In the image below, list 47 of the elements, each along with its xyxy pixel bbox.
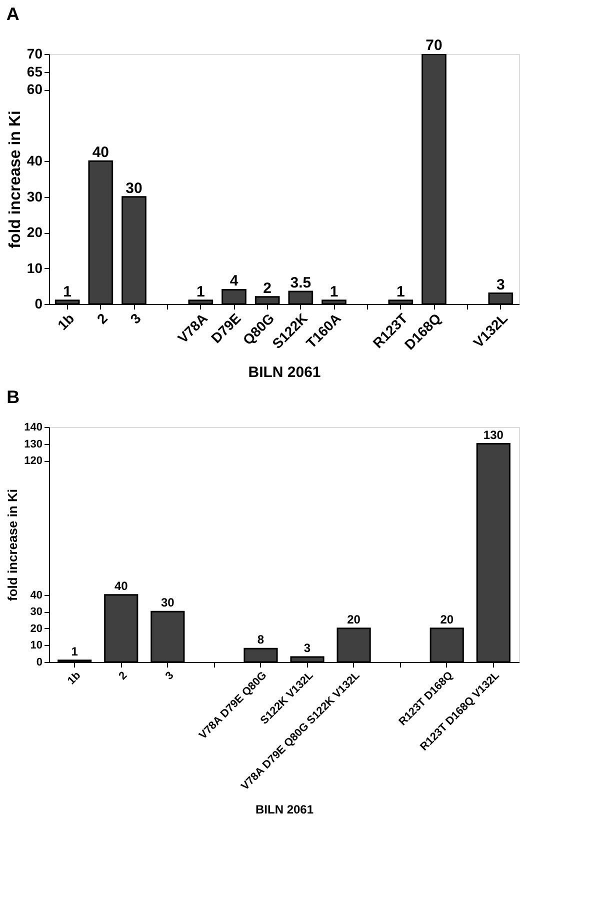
data-label: 40 <box>114 578 128 593</box>
data-label: 2 <box>263 280 272 297</box>
data-label: 130 <box>483 428 504 442</box>
chart-title: A <box>6 4 20 24</box>
x-tick-label: 1b <box>66 669 84 688</box>
y-tick-label: 20 <box>26 224 43 240</box>
data-label: 3 <box>496 276 505 294</box>
y-axis-title: fold increase in Ki <box>6 110 24 248</box>
y-tick-label: 30 <box>30 606 42 618</box>
data-label: 1 <box>71 644 78 658</box>
data-label: 40 <box>92 144 110 162</box>
data-label: 3.5 <box>290 274 312 292</box>
x-tick-label: 1b <box>54 310 78 333</box>
y-tick-label: 0 <box>36 656 42 668</box>
y-tick-label: 70 <box>26 46 43 62</box>
x-tick-label: 2 <box>116 670 130 682</box>
y-tick-label: 0 <box>34 296 43 312</box>
x-axis-title: BILN 2061 <box>248 364 321 381</box>
data-label: 30 <box>160 596 175 610</box>
data-label: 1 <box>196 283 205 300</box>
y-tick-label: 40 <box>26 152 43 169</box>
x-tick-label: 3 <box>127 310 144 327</box>
y-tick-label: 65 <box>26 63 43 80</box>
y-axis-title: fold increase in Ki <box>5 489 20 601</box>
data-label: 8 <box>257 632 264 647</box>
y-tick-label: 120 <box>24 455 42 468</box>
y-tick-label: 140 <box>24 422 42 434</box>
y-tick-label: 130 <box>24 438 42 450</box>
data-label: 1 <box>330 283 338 300</box>
y-tick-label: 20 <box>30 622 42 635</box>
x-tick-label: 3 <box>163 670 176 682</box>
x-tick-label: 2 <box>94 310 111 327</box>
data-label: 70 <box>426 37 442 54</box>
y-tick-label: 60 <box>26 81 43 98</box>
y-tick-label: 40 <box>30 589 42 602</box>
x-axis-title: BILN 2061 <box>255 802 314 816</box>
data-label: 30 <box>126 180 142 197</box>
data-label: 4 <box>230 272 239 290</box>
y-tick-label: 10 <box>30 640 42 652</box>
data-label: 1 <box>396 283 405 300</box>
data-label: 20 <box>347 612 361 626</box>
data-label: 3 <box>304 640 311 655</box>
data-label: 1 <box>63 283 72 300</box>
y-tick-label: 10 <box>26 260 43 276</box>
y-tick-label: 30 <box>26 188 43 204</box>
chart-title: B <box>6 387 20 407</box>
data-label: 20 <box>440 612 454 626</box>
